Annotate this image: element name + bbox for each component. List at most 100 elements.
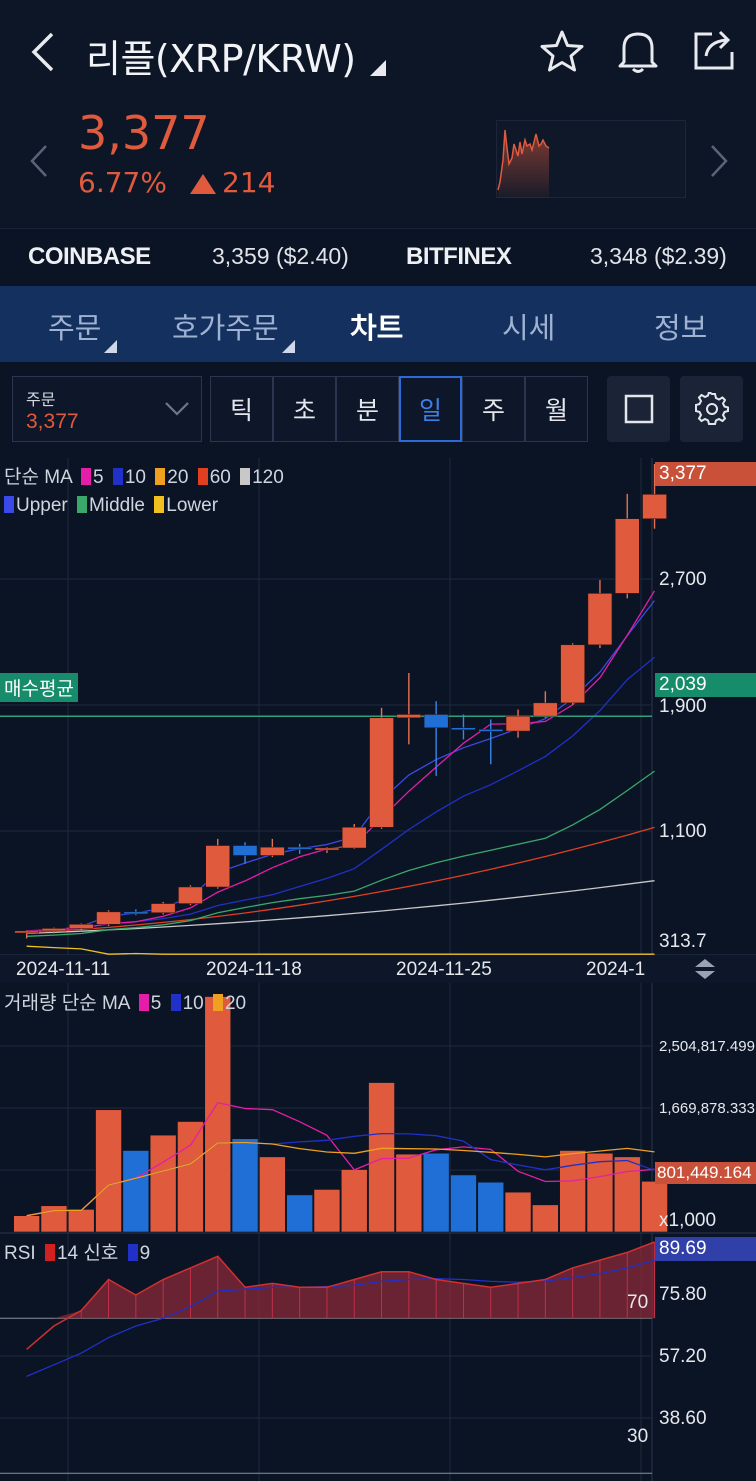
y-tick-313-7: 313.7 — [659, 931, 707, 952]
vol-unit: x1,000 — [659, 1210, 717, 1231]
period-tick[interactable]: 틱 — [210, 376, 273, 442]
upper-label: Upper — [16, 495, 68, 516]
candle-6 — [178, 886, 203, 904]
share-icon[interactable] — [690, 26, 738, 74]
chart-area[interactable] — [0, 456, 756, 1481]
candle-20 — [560, 644, 585, 704]
candle-7 — [205, 845, 230, 888]
candle-8 — [232, 845, 258, 856]
rsi-y-tick-1: 75.80 — [659, 1284, 707, 1305]
order-select-label: 주문 — [26, 392, 56, 409]
rsi-level-high: 70 — [627, 1292, 649, 1313]
period-month[interactable]: 월 — [525, 376, 588, 442]
ma5-period: 5 — [92, 467, 104, 488]
volume-bar-17 — [477, 1181, 505, 1233]
back-icon[interactable] — [28, 30, 58, 74]
volume-bar-16 — [450, 1174, 477, 1233]
square-icon — [624, 394, 653, 424]
rsi-legend[interactable]: RSI 14 신호 9 — [4, 1238, 150, 1265]
ma20-swatch — [155, 468, 166, 485]
bell-icon[interactable] — [614, 26, 662, 76]
volume-bar-23 — [641, 1180, 668, 1233]
volume-bar-3 — [95, 1109, 122, 1233]
y-tick-1100: 1,100 — [659, 821, 707, 842]
vol-ma10-period: 10 — [182, 993, 204, 1014]
exchange-name-bitfinex: BITFINEX — [406, 243, 512, 270]
volume-bar-18 — [504, 1191, 532, 1233]
volume-bar-5 — [149, 1134, 177, 1233]
avg-buy-price-badge: 2,039 — [655, 673, 756, 697]
tab-info[interactable]: 정보 — [654, 311, 708, 345]
vol-ma20-swatch — [212, 994, 223, 1011]
exchange-name-coinbase: COINBASE — [28, 243, 151, 270]
mini-price-chart[interactable] — [496, 120, 686, 198]
middle-label: Middle — [89, 495, 146, 516]
exchange-price-coinbase: 3,359 ($2.40) — [212, 243, 349, 269]
candle-9 — [260, 846, 285, 856]
tab-chart[interactable]: 차트 — [350, 311, 404, 345]
ma60-line — [26, 826, 655, 934]
candle-5 — [150, 903, 176, 913]
current-price: 3,377 — [78, 106, 210, 160]
candle-0 — [14, 930, 39, 934]
ma120-line — [26, 880, 655, 935]
vol-y-tick-2: 1,669,878.333 — [659, 1100, 755, 1117]
candle-15 — [423, 714, 449, 728]
rsi-signal-line — [26, 1259, 655, 1377]
rsi-y-tick-3: 38.60 — [659, 1408, 707, 1429]
volume-bar-2 — [67, 1209, 95, 1233]
lower-swatch — [154, 496, 165, 513]
period-week[interactable]: 주 — [462, 376, 525, 442]
tab-quote-order[interactable]: 호가주문 — [172, 311, 279, 345]
tab-market-price[interactable]: 시세 — [502, 311, 556, 345]
y-tick-2700: 2,700 — [659, 569, 707, 590]
star-icon[interactable] — [538, 28, 586, 76]
period-minute[interactable]: 분 — [336, 376, 399, 442]
price-ma-legend-label: 단순 MA — [4, 467, 72, 488]
exchange-price-bar — [0, 228, 756, 286]
volume-bar-13 — [368, 1082, 395, 1233]
period-second[interactable]: 초 — [273, 376, 336, 442]
candle-10 — [287, 846, 312, 850]
rsi-signal-swatch — [127, 1244, 138, 1261]
next-coin-icon[interactable] — [708, 144, 730, 178]
rsi-period: 14 — [56, 1243, 79, 1264]
candle-16 — [451, 727, 476, 730]
exchange-price-bitfinex: 3,348 ($2.39) — [590, 243, 727, 269]
vol-ma5-swatch — [138, 994, 149, 1011]
volume-bar-9 — [259, 1156, 286, 1233]
rsi-swatch — [44, 1244, 55, 1261]
chart-settings-button[interactable] — [680, 376, 743, 442]
price-ma-legend[interactable]: 단순 MA 5 10 20 60 120 — [4, 462, 284, 489]
change-percent: 6.77% — [78, 166, 167, 199]
volume-bar-12 — [340, 1169, 368, 1233]
ma120-period: 120 — [252, 467, 284, 488]
tab-order[interactable]: 주문 — [48, 311, 102, 345]
upper-swatch — [4, 496, 14, 513]
volume-ma-legend[interactable]: 거래량 단순 MA 5 10 20 — [4, 988, 246, 1015]
avg-buy-label: 매수평균 — [0, 673, 78, 702]
prev-coin-icon[interactable] — [28, 144, 50, 178]
order-select[interactable] — [12, 376, 202, 442]
ma10-swatch — [112, 468, 123, 485]
candle-3 — [96, 911, 121, 925]
title-dropdown-icon[interactable] — [370, 60, 386, 76]
rsi-signal-label: 신호 — [83, 1243, 119, 1264]
fullscreen-button[interactable] — [607, 376, 670, 442]
chevron-down-icon — [165, 402, 189, 416]
vol-current-badge: 801,449.164 — [655, 1162, 756, 1184]
vol-ma5-period: 5 — [150, 993, 162, 1014]
date-axis-band — [0, 955, 756, 983]
rsi-level-low: 30 — [627, 1426, 649, 1447]
volume-bar-8 — [231, 1138, 259, 1233]
resize-handle-icon[interactable] — [692, 958, 718, 980]
ma60-period: 60 — [209, 467, 231, 488]
vol-ma10-swatch — [170, 994, 181, 1011]
volume-bar-15 — [422, 1152, 450, 1233]
rsi-signal-period: 9 — [139, 1243, 151, 1264]
volume-bar-14 — [395, 1153, 423, 1233]
page-title[interactable]: 리플(XRP/KRW) — [86, 37, 356, 81]
rsi-y-tick-2: 57.20 — [659, 1346, 707, 1367]
bollinger-legend[interactable]: Upper Middle Lower — [4, 495, 218, 517]
period-day[interactable]: 일 — [399, 376, 462, 442]
